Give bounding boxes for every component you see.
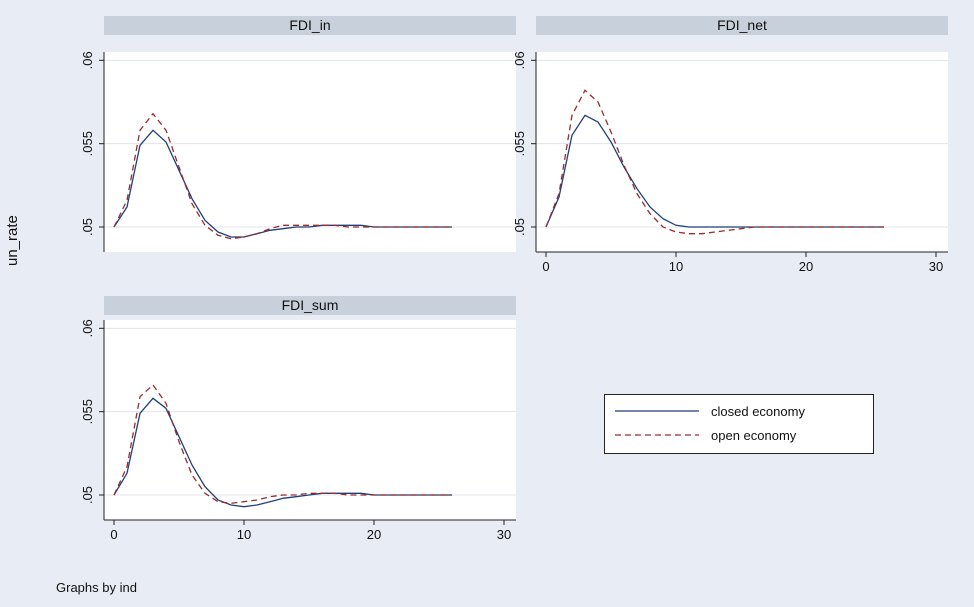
legend-entry-closed-economy: closed economy: [615, 401, 805, 421]
y-axis-label: un_rate: [4, 215, 21, 266]
y-tick-label: .05: [80, 486, 95, 504]
panel-title: FDI_in: [289, 17, 330, 33]
x-tick-label: 30: [929, 259, 943, 274]
y-tick-label: .06: [80, 319, 95, 337]
x-tick-label: 20: [799, 259, 813, 274]
x-tick-label: 30: [497, 527, 511, 542]
x-tick-label: 0: [542, 259, 549, 274]
x-tick-label: 10: [237, 527, 251, 542]
panel-title-bar: [536, 16, 948, 35]
x-tick-label: 0: [110, 527, 117, 542]
panel-title-bar: [104, 16, 516, 35]
graphs-by-caption: Graphs by ind: [56, 580, 137, 595]
series-line-open-economy: [113, 384, 452, 504]
plot-area: [104, 320, 516, 520]
series-line-open-economy: [545, 89, 884, 235]
plot-area: [536, 52, 948, 252]
legend-entry-open-economy: open economy: [615, 425, 796, 445]
legend-swatch-closed: [615, 410, 699, 412]
y-tick-label: .055: [512, 131, 527, 156]
panel-title-bar: [104, 296, 516, 315]
y-tick-label: .06: [80, 51, 95, 69]
y-tick-label: .05: [80, 218, 95, 236]
x-tick-label: 20: [367, 527, 381, 542]
legend-label-open: open economy: [711, 427, 797, 443]
y-tick-label: .055: [80, 399, 95, 424]
y-tick-label: .05: [512, 218, 527, 236]
y-tick-label: .055: [80, 131, 95, 156]
series-line-closed-economy: [545, 114, 884, 228]
legend-label-closed: closed economy: [711, 403, 805, 419]
series-line-open-economy: [113, 112, 452, 240]
x-tick-label: 10: [669, 259, 683, 274]
plot-area: [104, 52, 516, 252]
panel-title: FDI_net: [717, 17, 767, 33]
y-tick-label: .06: [512, 51, 527, 69]
chart-legend: closed economy open economy: [604, 394, 874, 454]
legend-swatch-open: [615, 434, 699, 436]
panel-title: FDI_sum: [282, 297, 339, 313]
